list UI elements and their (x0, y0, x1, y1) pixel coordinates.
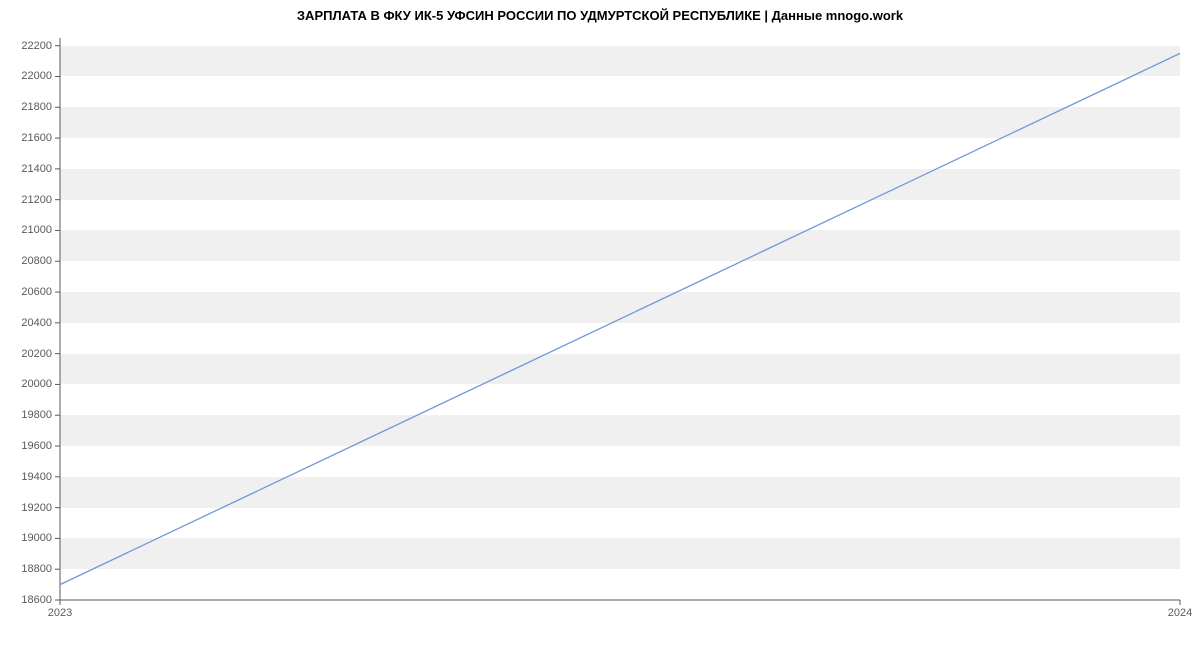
y-tick-label: 18800 (21, 563, 52, 575)
y-tick-label: 20600 (21, 286, 52, 298)
y-tick-label: 21600 (21, 132, 52, 144)
y-tick-label: 19000 (21, 532, 52, 544)
y-tick-label: 21200 (21, 194, 52, 206)
y-tick-label: 19200 (21, 502, 52, 514)
y-tick-label: 18600 (21, 594, 52, 606)
y-tick-label: 19600 (21, 440, 52, 452)
plot-area: 1860018800190001920019400196001980020000… (60, 38, 1180, 600)
y-tick-label: 22200 (21, 40, 52, 52)
x-tick-label: 2024 (1168, 607, 1192, 619)
chart-title: ЗАРПЛАТА В ФКУ ИК-5 УФСИН РОССИИ ПО УДМУ… (0, 8, 1200, 23)
y-tick-label: 19800 (21, 409, 52, 421)
y-tick-label: 20000 (21, 378, 52, 390)
y-tick-label: 21400 (21, 163, 52, 175)
y-tick-label: 20800 (21, 255, 52, 267)
y-tick-label: 21000 (21, 224, 52, 236)
chart-svg (60, 38, 1180, 600)
y-tick-label: 21800 (21, 101, 52, 113)
y-tick-label: 22000 (21, 70, 52, 82)
y-tick-label: 19400 (21, 471, 52, 483)
series-line (60, 53, 1180, 584)
y-tick-label: 20200 (21, 348, 52, 360)
x-tick-label: 2023 (48, 607, 72, 619)
y-tick-label: 20400 (21, 317, 52, 329)
